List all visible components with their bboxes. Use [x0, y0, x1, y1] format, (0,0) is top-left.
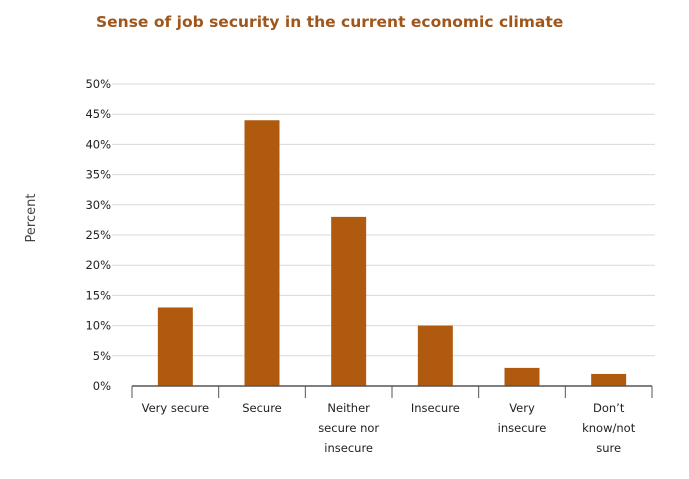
x-tick-label: Secure — [242, 401, 282, 415]
bar — [417, 325, 453, 386]
x-tick-label: Very insecure — [498, 401, 547, 435]
y-tick-label: 0% — [93, 379, 111, 393]
y-tick-label: 50% — [85, 77, 111, 91]
bar — [331, 216, 367, 386]
gridlines — [112, 83, 655, 357]
bar — [591, 373, 627, 386]
y-tick-label: 45% — [85, 107, 111, 121]
y-tick-label: 25% — [85, 228, 111, 242]
x-tick-labels: Very secure Secure Neither secure nor insecu… — [142, 401, 636, 455]
bar — [504, 367, 540, 386]
y-tick-label: 20% — [85, 258, 111, 272]
x-tick-label: Don’t know/not sure — [582, 401, 636, 455]
x-axis — [131, 385, 653, 398]
bar — [157, 307, 193, 386]
bars — [157, 120, 627, 387]
y-tick-label: 40% — [85, 137, 111, 151]
chart-title: Sense of job security in the current eco… — [96, 13, 563, 31]
y-tick-label: 10% — [85, 319, 111, 333]
y-tick-label: 15% — [85, 288, 111, 302]
x-tick-label: Insecure — [411, 401, 460, 415]
bar — [244, 120, 280, 387]
y-axis-label: Percent — [24, 194, 39, 243]
y-tick-labels: 0% 5% 10% 15% 20% 25% 30% 35% 40% 45% 50% — [85, 77, 111, 393]
x-tick-label: Very secure — [142, 401, 209, 415]
y-tick-label: 5% — [93, 349, 111, 363]
y-tick-label: 30% — [85, 198, 111, 212]
x-tick-label: Neither secure nor insecure — [318, 401, 379, 455]
y-tick-label: 35% — [85, 168, 111, 182]
